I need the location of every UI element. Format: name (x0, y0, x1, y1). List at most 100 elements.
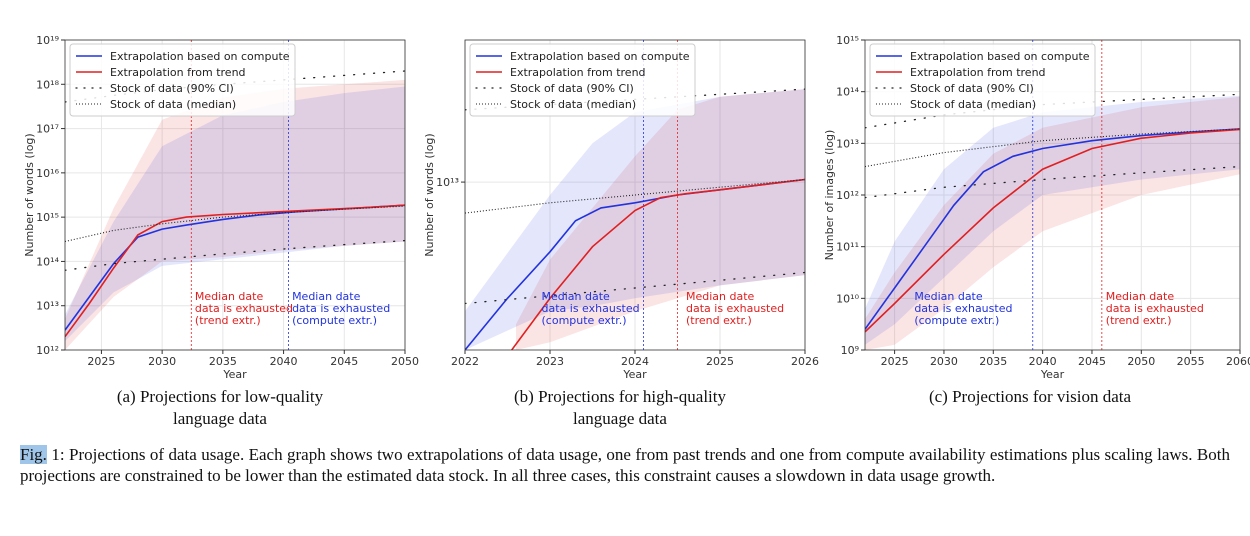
chart-a-plot-frame (64, 39, 406, 351)
chart-c-x-tick-label: 2055 (1177, 355, 1205, 368)
chart-c-x-tick-label: 2030 (930, 355, 958, 368)
chart-c-y-tick-label: 10¹² (836, 189, 859, 202)
chart-c-x-tick-label: 2045 (1078, 355, 1106, 368)
chart-c-compute-uncertainty-band (865, 95, 1240, 345)
chart-b-x-tick-label: 2022 (451, 355, 479, 368)
chart-b-stock-ci-lower-line (465, 271, 805, 305)
chart-a-legend-box (69, 43, 296, 117)
chart-c-legend-label: Extrapolation based on compute (910, 50, 1090, 63)
chart-c-legend-label: Stock of data (90% CI) (910, 82, 1034, 95)
chart-c-stock-ci-lower-line (865, 165, 1240, 199)
chart-a-legend-label: Stock of data (median) (110, 98, 236, 111)
chart-a-exhaustion-annotation-compute: Median date (292, 290, 361, 303)
chart-c-trend-line (865, 128, 1240, 333)
chart-b-exhaustion-annotation-trend: (trend extr.) (686, 314, 752, 327)
chart-a-stock-ci-lower-line (65, 239, 405, 271)
chart-b-trend-uncertainty-band (516, 89, 805, 350)
chart-c-legend-label: Extrapolation from trend (910, 66, 1046, 79)
chart-b-y-axis-label: Number of words (log) (423, 133, 436, 256)
chart-a-y-tick-label: 10¹² (36, 344, 59, 357)
caption-c-line1: (c) Projections for vision data (928, 387, 1132, 406)
chart-a-legend-label: Extrapolation based on compute (110, 50, 290, 63)
chart-b-exhaustion-annotation-trend: Median date (686, 290, 755, 303)
chart-c-x-tick-label: 2035 (979, 355, 1007, 368)
chart-b-stock-median-line (465, 178, 805, 214)
chart-a-trend-line (65, 204, 405, 338)
chart-a-stock-median-line (65, 205, 405, 243)
chart-a-y-tick-label: 10¹³ (36, 300, 59, 313)
subfigure-caption-c: (c) Projections for vision data (860, 386, 1200, 408)
chart-c-plot-area (865, 40, 1240, 350)
chart-c-y-tick-label: 10⁹ (841, 344, 859, 357)
chart-a-exhaustion-annotation-trend: Median date (195, 290, 264, 303)
chart-b-x-tick-label: 2025 (706, 355, 734, 368)
chart-c-x-tick-label: 2025 (881, 355, 909, 368)
chart-b-exhaustion-annotation-compute: data is exhausted (542, 302, 640, 315)
chart-b-legend-label: Extrapolation based on compute (510, 50, 690, 63)
chart-b-x-tick-label: 2024 (621, 355, 649, 368)
chart-a-legend-label: Extrapolation from trend (110, 66, 246, 79)
caption-b-line1: (b) Projections for high-quality (514, 387, 726, 406)
chart-a-x-tick-label: 2025 (87, 355, 115, 368)
chart-a-y-axis-label: Number of words (log) (23, 133, 36, 256)
chart-a-y-tick-label: 10¹⁵ (36, 211, 59, 224)
chart-a-exhaustion-annotation-trend: (trend extr.) (195, 314, 261, 327)
chart-c-exhaustion-annotation-trend: Median date (1106, 290, 1175, 303)
chart-a-y-tick-label: 10¹⁹ (36, 34, 59, 47)
chart-a-y-tick-label: 10¹⁸ (36, 78, 59, 91)
chart-a-trend-uncertainty-band (65, 79, 405, 350)
chart-a-exhaustion-annotation-trend: data is exhausted (195, 302, 293, 315)
chart-c-exhaustion-annotation-compute: Median date (914, 290, 983, 303)
chart-a-stock-ci-upper-line (65, 70, 405, 103)
chart-c-y-tick-label: 10¹⁰ (836, 292, 859, 305)
chart-c-exhaustion-annotation-trend: (trend extr.) (1106, 314, 1172, 327)
subfigure-caption-b: (b) Projections for high-quality languag… (450, 386, 790, 430)
chart-a-plot-area (65, 40, 405, 350)
chart-b-x-tick-label: 2026 (791, 355, 819, 368)
chart-a-x-tick-label: 2050 (391, 355, 419, 368)
chart-c-y-tick-label: 10¹⁴ (836, 86, 859, 99)
chart-b-legend-label: Extrapolation from trend (510, 66, 646, 79)
caption-b-line2: language data (573, 409, 667, 428)
chart-c-y-axis-label: Number of images (log) (823, 130, 836, 261)
chart-b-exhaustion-annotation-trend: data is exhausted (686, 302, 784, 315)
chart-b-trend-line (511, 178, 805, 350)
chart-b-y-tick-label: 10¹³ (436, 176, 459, 189)
chart-c-trend-uncertainty-band (865, 96, 1240, 350)
chart-b-exhaustion-annotation-compute: Median date (542, 290, 611, 303)
chart-a-x-tick-label: 2030 (148, 355, 176, 368)
chart-b-exhaustion-annotation-compute: (compute extr.) (542, 314, 627, 327)
chart-b-legend-label: Stock of data (90% CI) (510, 82, 634, 95)
chart-c-legend-label: Stock of data (median) (910, 98, 1036, 111)
chart-c-x-tick-label: 2040 (1029, 355, 1057, 368)
chart-c-compute-line (865, 128, 1240, 330)
chart-c-x-tick-label: 2050 (1127, 355, 1155, 368)
chart-a-y-tick-label: 10¹⁷ (36, 123, 59, 136)
chart-a-x-tick-label: 2040 (270, 355, 298, 368)
chart-c-exhaustion-annotation-compute: data is exhausted (914, 302, 1012, 315)
caption-a-line1: (a) Projections for low-quality (116, 387, 324, 406)
chart-b-legend-label: Stock of data (median) (510, 98, 636, 111)
figure-caption: Fig. 1: Projections of data usage. Each … (20, 444, 1230, 486)
chart-a-exhaustion-annotation-compute: data is exhausted (292, 302, 390, 315)
chart-a-y-tick-label: 10¹⁴ (36, 255, 59, 268)
chart-a-legend-label: Stock of data (90% CI) (110, 82, 234, 95)
chart-a-exhaustion-annotation-compute: (compute extr.) (292, 314, 377, 327)
chart-b-legend-box (469, 43, 696, 117)
chart-c-legend-box (869, 43, 1096, 117)
chart-b-compute-uncertainty-band (465, 89, 805, 350)
figure-label: Fig. (20, 445, 47, 464)
chart-c-y-tick-label: 10¹⁵ (836, 34, 859, 47)
chart-a-x-tick-label: 2035 (209, 355, 237, 368)
chart-panel-vision: Median date data is exhausted (compute ext… (820, 30, 1250, 381)
subfigure-caption-a: (a) Projections for low-quality language… (50, 386, 390, 430)
chart-c-y-tick-label: 10¹¹ (836, 241, 859, 254)
chart-c-stock-ci-upper-line (865, 93, 1240, 129)
chart-a-x-tick-label: 2045 (330, 355, 358, 368)
chart-panel-high-quality: Median date data is exhausted (compute ext… (420, 30, 820, 381)
caption-a-line2: language data (173, 409, 267, 428)
chart-c-x-tick-label: 2060 (1226, 355, 1250, 368)
